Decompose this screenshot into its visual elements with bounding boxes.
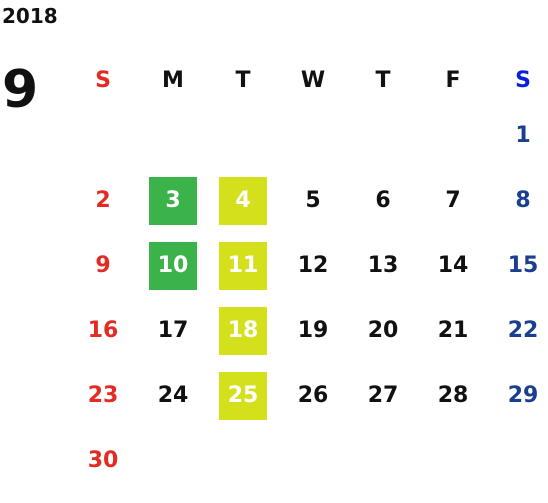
calendar-day[interactable]: 18 (208, 298, 278, 363)
weekday-monday: M (162, 68, 184, 93)
calendar-day[interactable]: 25 (208, 363, 278, 428)
calendar-week-row: 30 (68, 428, 548, 493)
day-highlight (219, 306, 267, 355)
calendar-day[interactable]: 15 (488, 233, 548, 298)
day-number: 1 (515, 123, 531, 148)
day-number: 15 (507, 253, 539, 278)
day-highlight (219, 371, 267, 420)
calendar-day[interactable]: 11 (208, 233, 278, 298)
day-highlight (149, 176, 197, 225)
calendar-day[interactable]: 3 (138, 168, 208, 233)
calendar-day[interactable]: 4 (208, 168, 278, 233)
day-number: 11 (227, 253, 259, 278)
calendar-day[interactable]: 16 (68, 298, 138, 363)
calendar-empty-cell (278, 428, 348, 493)
calendar-day[interactable]: 13 (348, 233, 418, 298)
day-number: 20 (367, 318, 399, 343)
calendar-week-row: 1 (68, 103, 548, 168)
calendar-day[interactable]: 14 (418, 233, 488, 298)
weekday-friday: F (445, 68, 461, 93)
day-number: 24 (157, 383, 189, 408)
calendar-day[interactable]: 28 (418, 363, 488, 428)
day-number: 21 (437, 318, 469, 343)
day-number: 22 (507, 318, 539, 343)
weekday-thursday: T (375, 68, 391, 93)
day-highlight (149, 241, 197, 290)
weekday-sunday: S (95, 68, 111, 93)
calendar-day[interactable]: 9 (68, 233, 138, 298)
calendar-day[interactable]: 21 (418, 298, 488, 363)
calendar-empty-cell (418, 428, 488, 493)
calendar-day[interactable]: 29 (488, 363, 548, 428)
calendar-empty-cell (208, 103, 278, 168)
day-number: 14 (437, 253, 469, 278)
day-number: 13 (367, 253, 399, 278)
day-highlight (219, 176, 267, 225)
calendar-day[interactable]: 22 (488, 298, 548, 363)
calendar-day[interactable]: 5 (278, 168, 348, 233)
day-number: 10 (157, 253, 189, 278)
weekday-header-row: S M T W T F S (68, 58, 548, 103)
calendar-empty-cell (418, 103, 488, 168)
calendar-empty-cell (348, 103, 418, 168)
day-number: 7 (445, 188, 461, 213)
day-number: 2 (95, 188, 111, 213)
calendar-day[interactable]: 8 (488, 168, 548, 233)
calendar-empty-cell (208, 428, 278, 493)
day-highlight (219, 241, 267, 290)
weekday-saturday: S (515, 68, 531, 93)
calendar-empty-cell (68, 103, 138, 168)
day-number: 30 (87, 448, 119, 473)
calendar-week-row: 23 24 25 26 27 28 29 (68, 363, 548, 428)
calendar-day[interactable]: 30 (68, 428, 138, 493)
calendar-week-row: 2 3 4 5 6 7 8 (68, 168, 548, 233)
day-number: 8 (515, 188, 531, 213)
calendar-day[interactable]: 24 (138, 363, 208, 428)
calendar-day[interactable]: 23 (68, 363, 138, 428)
calendar-day[interactable]: 7 (418, 168, 488, 233)
day-number: 26 (297, 383, 329, 408)
day-number: 5 (305, 188, 321, 213)
calendar-empty-cell (278, 103, 348, 168)
calendar-empty-cell (348, 428, 418, 493)
calendar-day[interactable]: 20 (348, 298, 418, 363)
day-number: 3 (165, 188, 181, 213)
calendar-day[interactable]: 17 (138, 298, 208, 363)
calendar-week-row: 9 10 11 12 13 14 15 (68, 233, 548, 298)
day-number: 28 (437, 383, 469, 408)
weekday-tuesday: T (235, 68, 251, 93)
day-number: 23 (87, 383, 119, 408)
day-number: 17 (157, 318, 189, 343)
calendar-day[interactable]: 19 (278, 298, 348, 363)
calendar-week-row: 16 17 18 19 20 21 22 (68, 298, 548, 363)
day-number: 4 (235, 188, 251, 213)
calendar-day[interactable]: 1 (488, 103, 548, 168)
calendar-grid: S M T W T F S 1 2 3 4 5 6 7 8 9 10 11 12 13 14 15 16 17 1… (68, 58, 548, 493)
day-number: 25 (227, 383, 259, 408)
calendar-day[interactable]: 26 (278, 363, 348, 428)
calendar-empty-cell (488, 428, 548, 493)
calendar-empty-cell (138, 428, 208, 493)
calendar-day[interactable]: 12 (278, 233, 348, 298)
day-number: 19 (297, 318, 329, 343)
calendar-day[interactable]: 27 (348, 363, 418, 428)
calendar-empty-cell (138, 103, 208, 168)
month-number: 9 (2, 60, 39, 120)
day-number: 18 (227, 318, 259, 343)
year-label: 2018 (2, 4, 58, 28)
day-number: 29 (507, 383, 539, 408)
calendar-day[interactable]: 10 (138, 233, 208, 298)
calendar-weeks: 1 2 3 4 5 6 7 8 9 10 11 12 13 14 15 16 17 18 19 20 21 22 23 24 2… (68, 103, 548, 493)
calendar-day[interactable]: 6 (348, 168, 418, 233)
day-number: 12 (297, 253, 329, 278)
day-number: 16 (87, 318, 119, 343)
day-number: 6 (375, 188, 391, 213)
day-number: 9 (95, 253, 111, 278)
day-number: 27 (367, 383, 399, 408)
calendar-day[interactable]: 2 (68, 168, 138, 233)
weekday-wednesday: W (300, 68, 326, 93)
